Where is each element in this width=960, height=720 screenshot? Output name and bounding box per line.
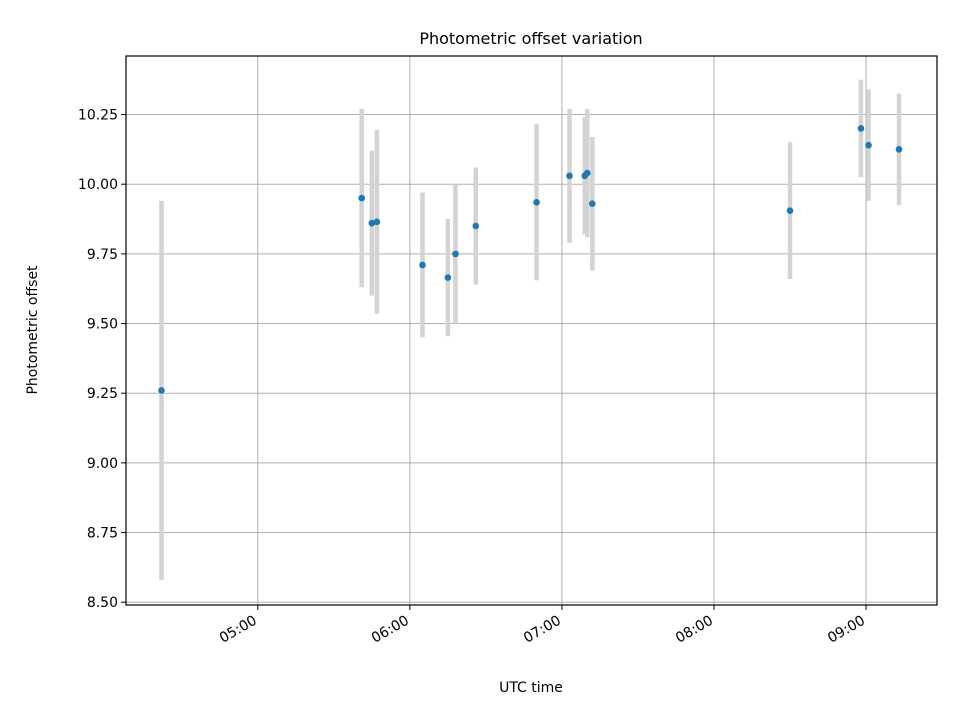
y-tick-label: 9.75 bbox=[87, 247, 118, 263]
data-point bbox=[895, 146, 903, 153]
data-point bbox=[368, 219, 376, 227]
y-tick-label: 8.50 bbox=[87, 595, 118, 611]
y-axis-ticks: 8.50 8.75 9.00 9.25 9.50 9.75 10.00 10.25 bbox=[78, 108, 126, 611]
plot-frame bbox=[125, 55, 938, 606]
y-tick-label: 9.50 bbox=[87, 317, 118, 333]
data-point bbox=[444, 274, 452, 281]
data-point bbox=[419, 261, 426, 269]
data-point bbox=[533, 199, 540, 206]
data-point bbox=[865, 141, 872, 149]
y-tick-label: 10.25 bbox=[78, 108, 118, 124]
data-point bbox=[786, 207, 794, 214]
data-point bbox=[472, 222, 480, 230]
data-point bbox=[452, 250, 459, 258]
data-point bbox=[158, 387, 165, 394]
y-tick-label: 10.00 bbox=[78, 177, 118, 193]
data-point bbox=[373, 218, 381, 226]
data-point bbox=[566, 172, 573, 180]
y-tick-label: 8.75 bbox=[87, 526, 118, 542]
chart-title: Photometric offset variation bbox=[419, 29, 642, 48]
y-axis-label: Photometric offset bbox=[25, 265, 41, 395]
x-axis-label: UTC time bbox=[499, 680, 563, 696]
grid-lines bbox=[126, 56, 937, 605]
y-tick-label: 9.25 bbox=[87, 386, 118, 402]
data-point bbox=[583, 169, 591, 177]
data-point bbox=[589, 200, 596, 208]
data-point bbox=[358, 194, 365, 202]
data-point bbox=[857, 125, 865, 132]
data-points bbox=[158, 125, 903, 394]
y-tick-label: 9.00 bbox=[87, 456, 118, 472]
